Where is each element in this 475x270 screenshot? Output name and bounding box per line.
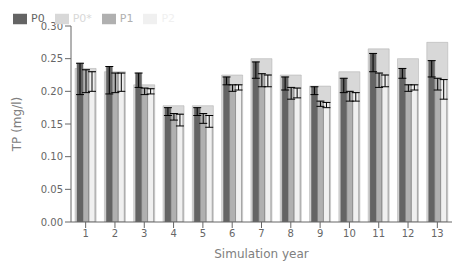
svg-text:0.05: 0.05 xyxy=(41,184,63,195)
svg-text:7: 7 xyxy=(258,228,264,239)
svg-text:12: 12 xyxy=(402,228,415,239)
svg-text:3: 3 xyxy=(141,228,147,239)
svg-text:10: 10 xyxy=(343,228,356,239)
svg-text:0.00: 0.00 xyxy=(41,217,63,228)
svg-text:0.15: 0.15 xyxy=(41,119,63,130)
svg-text:11: 11 xyxy=(372,228,385,239)
svg-text:0.30: 0.30 xyxy=(41,21,63,32)
svg-text:2: 2 xyxy=(112,228,118,239)
html-text:P1: P1 xyxy=(119,12,134,25)
svg-text:Simulation year: Simulation year xyxy=(214,247,309,261)
svg-text:1: 1 xyxy=(82,228,88,239)
svg-text:13: 13 xyxy=(431,228,444,239)
svg-text:4: 4 xyxy=(170,228,176,239)
svg-text:5: 5 xyxy=(200,228,206,239)
svg-text:0.10: 0.10 xyxy=(41,151,63,162)
html-text:P0*: P0* xyxy=(72,12,92,25)
html-text:P0: P0 xyxy=(31,12,45,25)
svg-text:0.25: 0.25 xyxy=(41,53,63,64)
html-text:P2: P2 xyxy=(161,12,176,25)
svg-text:TP (mg/l): TP (mg/l) xyxy=(10,97,24,152)
svg-text:6: 6 xyxy=(229,228,235,239)
svg-text:8: 8 xyxy=(288,228,294,239)
svg-text:0.20: 0.20 xyxy=(41,86,63,97)
svg-text:9: 9 xyxy=(317,228,323,239)
